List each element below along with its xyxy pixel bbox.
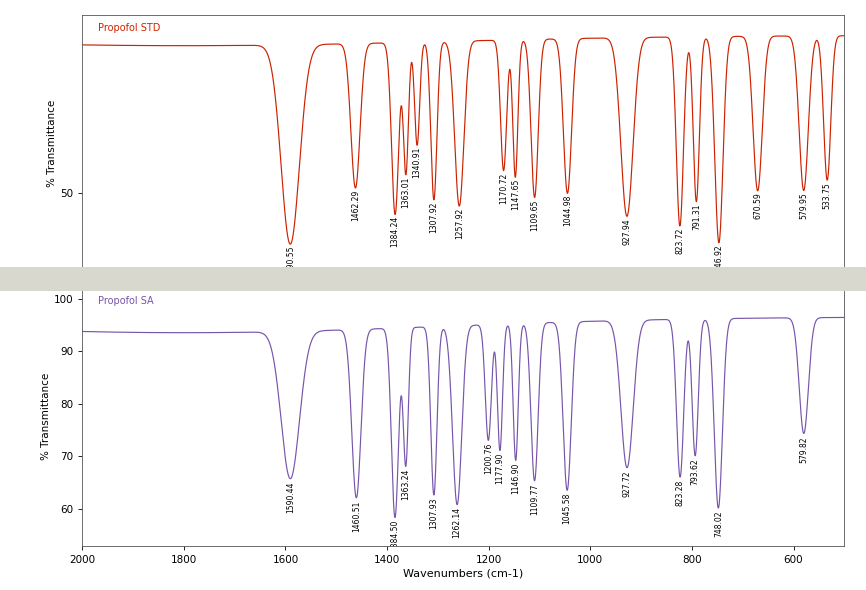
Text: 823.72: 823.72 (675, 228, 684, 254)
Text: 1384.24: 1384.24 (391, 216, 399, 247)
Text: 1363.01: 1363.01 (402, 176, 410, 208)
X-axis label: Wavenumbers (cm-1): Wavenumbers (cm-1) (404, 569, 523, 579)
Text: 927.72: 927.72 (623, 470, 631, 497)
Text: 1262.14: 1262.14 (453, 507, 462, 539)
Text: 670.59: 670.59 (753, 192, 762, 219)
Text: 1257.92: 1257.92 (455, 208, 464, 239)
Text: 1045.58: 1045.58 (563, 493, 572, 525)
Text: 1460.51: 1460.51 (352, 500, 361, 532)
Text: 1340.91: 1340.91 (412, 147, 422, 178)
Text: 1170.72: 1170.72 (499, 172, 508, 204)
Text: 1462.29: 1462.29 (351, 189, 360, 221)
Text: 1590.44: 1590.44 (286, 481, 294, 513)
Text: 1044.98: 1044.98 (563, 195, 572, 227)
Y-axis label: % Transmittance: % Transmittance (41, 373, 51, 460)
Text: 793.62: 793.62 (691, 458, 700, 485)
Text: 791.31: 791.31 (692, 204, 701, 230)
Y-axis label: % Transmittance: % Transmittance (48, 100, 57, 187)
Text: 1200.76: 1200.76 (484, 443, 493, 474)
Text: 1307.93: 1307.93 (430, 497, 438, 529)
Text: 823.28: 823.28 (675, 480, 685, 506)
Text: 579.95: 579.95 (799, 192, 808, 219)
Text: 1109.77: 1109.77 (530, 483, 539, 515)
Text: 748.02: 748.02 (714, 510, 723, 537)
Text: 746.92: 746.92 (714, 244, 723, 271)
Text: 927.94: 927.94 (623, 218, 631, 245)
Text: 1147.65: 1147.65 (511, 179, 520, 211)
Text: 1146.90: 1146.90 (511, 463, 520, 494)
Text: 1590.55: 1590.55 (286, 246, 294, 277)
Text: 1109.65: 1109.65 (530, 199, 540, 231)
Text: Propofol SA: Propofol SA (98, 296, 153, 306)
Text: Propofol STD: Propofol STD (98, 24, 160, 34)
Text: 1363.24: 1363.24 (401, 469, 410, 500)
Text: 533.75: 533.75 (823, 182, 831, 209)
Text: 1177.90: 1177.90 (495, 453, 504, 484)
Text: 1384.50: 1384.50 (391, 520, 399, 552)
Text: 579.82: 579.82 (799, 436, 808, 463)
Text: 1307.92: 1307.92 (430, 202, 438, 233)
